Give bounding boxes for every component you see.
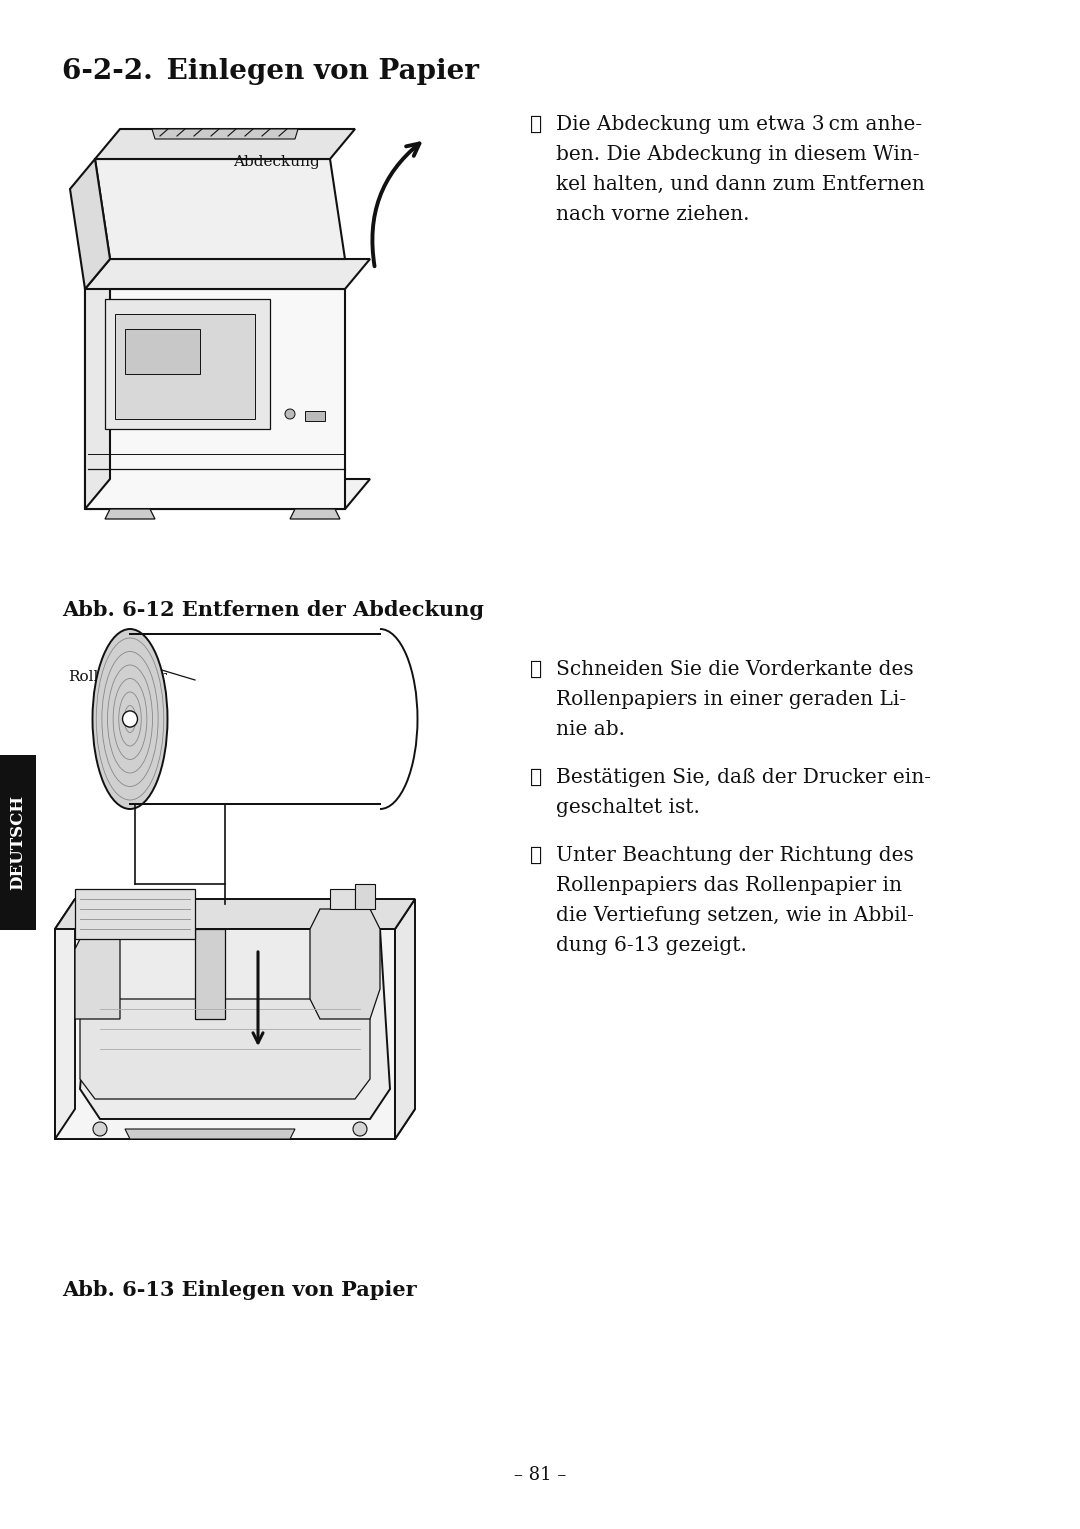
Polygon shape — [70, 159, 110, 289]
Bar — [0, 755, 36, 930]
Ellipse shape — [93, 628, 167, 809]
Polygon shape — [85, 258, 370, 289]
Polygon shape — [80, 930, 390, 1119]
Text: ④: ④ — [530, 846, 542, 865]
Polygon shape — [114, 313, 255, 419]
Polygon shape — [105, 509, 156, 518]
Polygon shape — [395, 899, 415, 1139]
Polygon shape — [85, 258, 110, 509]
Bar — [305, 411, 325, 420]
Polygon shape — [55, 1109, 415, 1139]
Ellipse shape — [122, 711, 137, 728]
Text: Rollenpapier: Rollenpapier — [68, 670, 167, 683]
Text: dung 6-13 gezeigt.: dung 6-13 gezeigt. — [556, 936, 747, 956]
Text: geschaltet ist.: geschaltet ist. — [556, 798, 700, 816]
Text: DEUTSCH: DEUTSCH — [10, 795, 27, 890]
Text: Unter Beachtung der Richtung des: Unter Beachtung der Richtung des — [556, 846, 914, 865]
Polygon shape — [95, 128, 355, 159]
Polygon shape — [330, 888, 355, 910]
Text: kel halten, und dann zum Entfernen: kel halten, und dann zum Entfernen — [556, 174, 924, 194]
Text: nach vorne ziehen.: nach vorne ziehen. — [556, 205, 750, 225]
Text: ①: ① — [530, 115, 542, 135]
Text: Rollenpapiers das Rollenpapier in: Rollenpapiers das Rollenpapier in — [556, 876, 902, 894]
Text: ②: ② — [530, 661, 542, 679]
Text: Abb. 6-12 Entfernen der Abdeckung: Abb. 6-12 Entfernen der Abdeckung — [62, 599, 484, 619]
Text: Bestätigen Sie, daß der Drucker ein-: Bestätigen Sie, daß der Drucker ein- — [556, 768, 931, 787]
Text: Rollenpapiers in einer geraden Li-: Rollenpapiers in einer geraden Li- — [556, 690, 906, 709]
Polygon shape — [291, 509, 340, 518]
Circle shape — [93, 1122, 107, 1136]
Circle shape — [353, 1122, 367, 1136]
Polygon shape — [125, 1128, 295, 1139]
Polygon shape — [195, 930, 225, 1018]
Polygon shape — [310, 910, 380, 1018]
Polygon shape — [55, 899, 415, 930]
Circle shape — [285, 408, 295, 419]
Text: nie ab.: nie ab. — [556, 720, 625, 739]
Text: Die Abdeckung um etwa 3 cm anhe-: Die Abdeckung um etwa 3 cm anhe- — [556, 115, 922, 135]
Polygon shape — [125, 329, 200, 375]
Text: – 81 –: – 81 – — [514, 1466, 566, 1485]
Polygon shape — [55, 930, 395, 1139]
Text: ben. Die Abdeckung in diesem Win-: ben. Die Abdeckung in diesem Win- — [556, 145, 920, 164]
Polygon shape — [80, 998, 370, 1099]
Polygon shape — [355, 884, 375, 910]
Polygon shape — [75, 888, 195, 939]
Text: die Vertiefung setzen, wie in Abbil-: die Vertiefung setzen, wie in Abbil- — [556, 907, 914, 925]
Text: Abdeckung: Abdeckung — [233, 154, 320, 170]
Polygon shape — [105, 300, 270, 430]
Text: Abb. 6-13 Einlegen von Papier: Abb. 6-13 Einlegen von Papier — [62, 1280, 417, 1300]
Polygon shape — [95, 159, 345, 258]
Polygon shape — [85, 289, 345, 509]
Polygon shape — [55, 899, 75, 1139]
Text: Schneiden Sie die Vorderkante des: Schneiden Sie die Vorderkante des — [556, 661, 914, 679]
Polygon shape — [75, 930, 120, 1018]
Polygon shape — [152, 128, 298, 139]
Text: ③: ③ — [530, 768, 542, 787]
Polygon shape — [85, 479, 370, 509]
Text: 6-2-2. Einlegen von Papier: 6-2-2. Einlegen von Papier — [62, 58, 480, 86]
